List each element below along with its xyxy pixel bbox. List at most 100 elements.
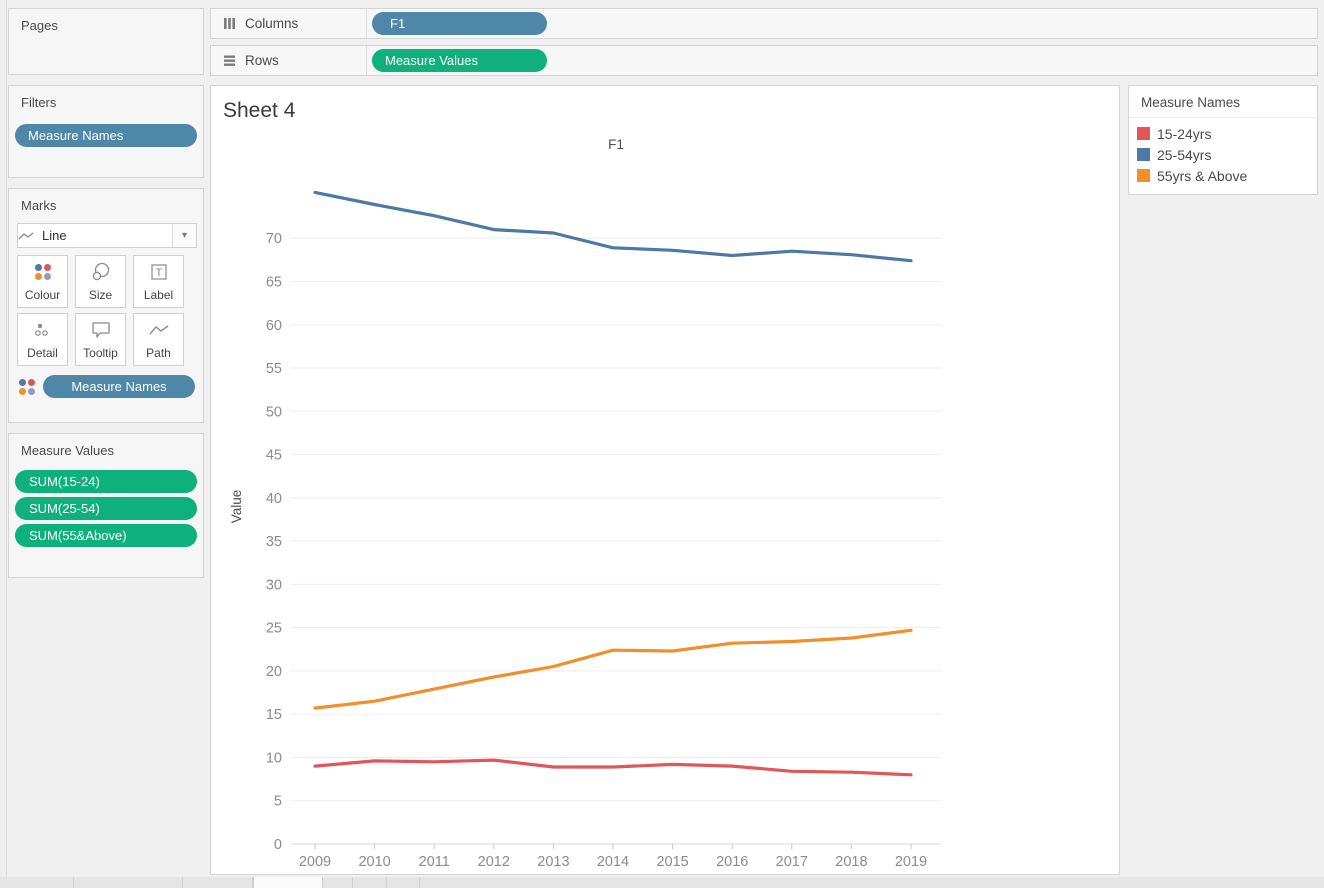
filters-card: Filters Measure Names — [8, 85, 204, 178]
legend-item-15-24yrs[interactable]: 15-24yrs — [1137, 123, 1309, 144]
label-button[interactable]: T Label — [133, 255, 184, 308]
path-button-label: Path — [146, 346, 171, 360]
mark-type-dropdown[interactable]: Line ▾ — [17, 223, 197, 248]
colour-button-label: Colour — [24, 288, 61, 302]
x-tick-label: 2014 — [597, 854, 629, 870]
series-line-25-54yrs[interactable] — [313, 190, 913, 263]
tooltip-icon — [76, 314, 125, 346]
x-tick-label: 2013 — [537, 854, 569, 870]
legend-item-55yrs-above[interactable]: 55yrs & Above — [1137, 165, 1309, 186]
columns-shelf-label: Columns — [245, 16, 299, 31]
y-tick-label: 20 — [266, 664, 282, 680]
rows-shelf-label: Rows — [245, 53, 279, 68]
label-icon: T — [134, 256, 183, 288]
filters-card-title: Filters — [21, 95, 57, 110]
filter-pill-measure-names[interactable]: Measure Names — [15, 124, 197, 147]
rows-pill-measure-values[interactable]: Measure Values — [372, 49, 547, 72]
x-tick-label: 2012 — [478, 854, 510, 870]
tab-segment-active[interactable] — [253, 877, 323, 888]
window-left-edge — [0, 0, 7, 877]
tooltip-button-label: Tooltip — [83, 346, 118, 360]
tab-segment[interactable] — [74, 877, 183, 888]
measure-values-card: Measure Values SUM(15-24) SUM(25-54) SUM… — [8, 433, 204, 578]
x-tick-label: 2019 — [895, 854, 927, 870]
y-tick-label: 45 — [266, 448, 282, 464]
legend-swatch-red — [1137, 127, 1150, 140]
legend-title: Measure Names — [1129, 86, 1317, 118]
y-tick-label: 40 — [266, 491, 282, 507]
columns-pill-f1[interactable]: F1 — [372, 12, 547, 35]
y-tick-label: 0 — [274, 837, 282, 853]
measure-pill-15-24[interactable]: SUM(15-24) — [15, 470, 197, 493]
worksheet: Sheet 4 0 5 10 15 20 25 30 35 40 45 50 55 60 65 70 2009… — [210, 85, 1120, 875]
y-axis-label: Value — [229, 490, 244, 524]
y-tick-label: 30 — [266, 577, 282, 593]
path-icon — [134, 314, 183, 346]
legend-swatch-blue — [1137, 148, 1150, 161]
pages-card: Pages — [8, 8, 204, 75]
tab-segment[interactable] — [323, 877, 353, 888]
path-button[interactable]: Path — [133, 313, 184, 366]
label-button-label: Label — [143, 288, 174, 302]
y-tick-label: 35 — [266, 534, 282, 550]
svg-text:T: T — [155, 267, 162, 279]
tab-segment[interactable] — [0, 877, 74, 888]
x-tick-label: 2018 — [835, 854, 867, 870]
y-tick-label: 65 — [266, 275, 282, 291]
marks-card: Marks Line ▾ Colour Size T Label Detail — [8, 188, 204, 423]
columns-shelf: Columns F1 — [210, 8, 1318, 39]
marks-encoding-row: Measure Names — [19, 375, 195, 398]
detail-icon — [18, 314, 67, 346]
y-tick-label: 25 — [266, 621, 282, 637]
legend-item-25-54yrs[interactable]: 25-54yrs — [1137, 144, 1309, 165]
x-tick-label: 2017 — [776, 854, 808, 870]
x-tick-label: 2015 — [656, 854, 688, 870]
colour-button[interactable]: Colour — [17, 255, 68, 308]
pages-card-title: Pages — [21, 18, 58, 33]
tooltip-button[interactable]: Tooltip — [75, 313, 126, 366]
detail-button[interactable]: Detail — [17, 313, 68, 366]
y-tick-label: 60 — [266, 318, 282, 334]
marks-pill-measure-names[interactable]: Measure Names — [43, 375, 195, 398]
marks-card-title: Marks — [21, 198, 57, 213]
sheet-title: Sheet 4 — [223, 99, 296, 122]
sheet-tab-strip[interactable] — [0, 877, 1324, 888]
line-mark-icon — [18, 231, 34, 239]
colour-icon — [18, 256, 67, 288]
size-button[interactable]: Size — [75, 255, 126, 308]
y-tick-label: 70 — [266, 231, 282, 247]
series-line-55yrs & Above[interactable] — [313, 628, 913, 710]
legend-label: 15-24yrs — [1157, 125, 1212, 142]
columns-icon — [224, 18, 235, 29]
columns-shelf-label-zone: Columns — [211, 9, 367, 38]
y-tick-label: 5 — [274, 794, 282, 810]
size-button-label: Size — [88, 288, 113, 302]
tab-segment[interactable] — [183, 877, 253, 888]
y-tick-label: 10 — [266, 750, 282, 766]
chevron-down-icon[interactable]: ▾ — [172, 224, 196, 247]
size-icon — [76, 256, 125, 288]
line-chart[interactable]: 0 5 10 15 20 25 30 35 40 45 50 55 60 65 70 2009 2010 2011… — [211, 86, 1119, 874]
measure-pill-25-54[interactable]: SUM(25-54) — [15, 497, 197, 520]
measure-pill-55-above[interactable]: SUM(55&Above) — [15, 524, 197, 547]
rows-icon — [224, 55, 235, 66]
x-tick-label: 2016 — [716, 854, 748, 870]
colour-encoding-icon — [19, 378, 35, 395]
tab-segment[interactable] — [387, 877, 420, 888]
y-tick-label: 55 — [266, 361, 282, 377]
x-tick-label: 2011 — [419, 854, 450, 870]
chart-title: F1 — [608, 137, 624, 152]
legend-label: 55yrs & Above — [1157, 167, 1248, 184]
y-tick-label: 15 — [266, 707, 282, 723]
rows-shelf: Rows Measure Values — [210, 45, 1318, 76]
measure-names-legend: Measure Names 15-24yrs 25-54yrs 55yrs & … — [1128, 85, 1318, 195]
y-tick-label: 50 — [266, 404, 282, 420]
measure-values-card-title: Measure Values — [21, 443, 114, 458]
legend-swatch-orange — [1137, 169, 1150, 182]
x-tick-label: 2009 — [299, 854, 331, 870]
tab-segment[interactable] — [353, 877, 387, 888]
legend-label: 25-54yrs — [1157, 146, 1212, 163]
series-line-15-24yrs[interactable] — [313, 758, 913, 777]
mark-type-value: Line — [42, 228, 67, 243]
rows-shelf-label-zone: Rows — [211, 46, 367, 75]
